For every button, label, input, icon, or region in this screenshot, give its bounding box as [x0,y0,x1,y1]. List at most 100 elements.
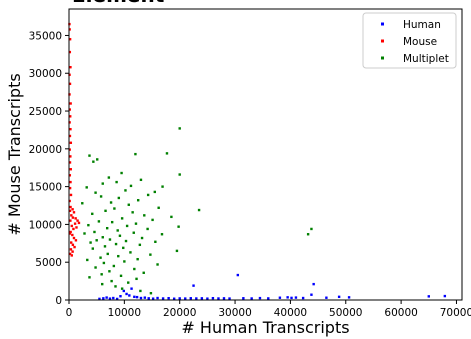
point-multiplet-28 [104,209,107,213]
point-human-5 [286,296,289,299]
x-tick-label: 60000 [384,307,417,319]
x-axis-label: # Human Transcripts [181,318,349,337]
point-mouse-42 [73,245,76,249]
point-multiplet-9 [107,176,111,179]
point-human-23 [128,294,131,297]
point-multiplet-34 [151,218,154,222]
point-multiplet-52 [108,238,112,241]
point-mouse-13 [68,134,72,138]
point-multiplet-76 [133,267,136,271]
point-multiplet-24 [127,203,130,206]
point-mouse-9 [68,108,71,111]
point-mouse-20 [69,180,72,184]
y-tick-label: 5000 [35,257,62,269]
point-mouse-2 [68,38,72,41]
point-mouse-15 [68,148,71,151]
point-multiplet-35 [97,220,101,223]
point-multiplet-12 [101,182,104,185]
point-mouse-30 [70,214,73,217]
point-multiplet-30 [91,212,94,216]
point-multiplet-43 [116,229,119,232]
point-human-40 [206,297,209,300]
point-mouse-34 [72,227,75,231]
point-mouse-49 [68,209,72,213]
point-multiplet-25 [157,206,160,209]
point-mouse-5 [68,73,71,76]
x-tick-label: 70000 [440,307,471,319]
point-human-43 [222,297,226,300]
point-human-48 [267,297,270,300]
point-human-20 [119,295,122,298]
point-multiplet-36 [110,220,114,224]
point-mouse-3 [68,50,72,54]
point-multiplet-11 [115,180,118,184]
point-multiplet-66 [149,253,152,256]
point-multiplet-89 [149,292,153,295]
y-tick-label: 30000 [29,68,62,80]
point-mouse-41 [71,243,75,247]
point-mouse-10 [69,115,72,118]
point-multiplet-48 [306,233,310,236]
point-human-44 [228,297,231,300]
point-multiplet-13 [129,184,133,188]
point-multiplet-49 [118,234,122,237]
point-human-18 [112,296,115,300]
point-mouse-39 [74,239,78,242]
point-multiplet-81 [88,276,91,279]
point-multiplet-33 [120,217,124,220]
point-multiplet-77 [108,270,111,273]
point-multiplet-62 [175,249,179,253]
point-multiplet-39 [125,224,129,228]
point-multiplet-42 [146,227,149,231]
y-tick-label: 25000 [29,106,62,118]
point-multiplet-14 [85,186,88,189]
y-axis-label: # Mouse Transcripts [5,73,24,235]
point-mouse-46 [70,254,73,257]
point-human-30 [151,297,155,300]
point-multiplet-17 [94,191,97,194]
point-multiplet-29 [131,211,134,214]
point-multiplet-15 [124,189,127,192]
point-human-3 [310,293,313,296]
legend-marker-multiplet [381,56,384,60]
point-multiplet-85 [101,282,104,286]
point-multiplet-84 [127,281,130,284]
point-human-46 [250,297,253,300]
legend-label-multiplet: Multiplet [403,53,449,65]
point-multiplet-46 [83,232,86,235]
point-human-0 [192,284,195,287]
point-human-21 [122,289,125,293]
point-human-34 [172,297,176,300]
point-human-41 [211,296,215,300]
y-tick-label: 0 [55,295,62,307]
point-human-2 [312,282,315,286]
point-multiplet-19 [99,195,103,198]
point-human-11 [347,296,351,299]
point-human-7 [294,296,298,299]
point-mouse-21 [68,186,72,190]
point-mouse-33 [70,224,73,228]
point-multiplet-87 [120,287,124,290]
point-human-25 [133,295,136,299]
point-human-45 [242,297,245,300]
point-mouse-31 [71,216,75,219]
x-tick-label: 0 [66,307,73,319]
point-mouse-35 [75,226,78,229]
point-multiplet-75 [94,266,97,269]
point-mouse-8 [69,102,72,105]
point-mouse-28 [76,219,79,222]
point-multiplet-22 [109,201,113,204]
point-human-6 [290,296,293,300]
point-multiplet-8 [161,185,164,188]
point-mouse-44 [71,250,74,253]
point-human-24 [130,287,133,290]
point-human-10 [337,295,341,299]
point-multiplet-57 [114,242,118,246]
point-multiplet-10 [139,178,143,182]
point-human-9 [325,296,328,299]
point-mouse-36 [69,230,72,234]
point-multiplet-0 [178,127,181,130]
point-multiplet-74 [112,264,116,268]
point-multiplet-3 [88,154,91,157]
plot-frame [68,8,463,301]
